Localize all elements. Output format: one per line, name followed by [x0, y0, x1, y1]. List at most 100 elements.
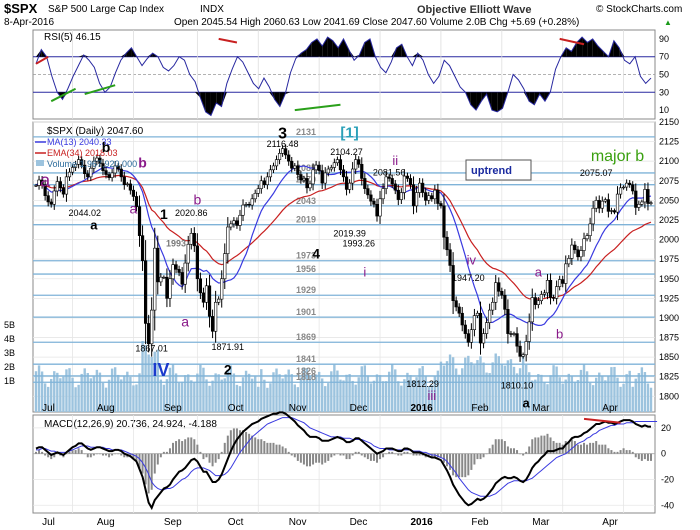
macd-histogram-bar — [412, 453, 415, 456]
macd-histogram-bar — [220, 451, 223, 454]
macd-histogram-bar — [254, 437, 257, 454]
overlay-title: Objective Elliott Wave — [417, 4, 532, 16]
volume-bar — [387, 371, 391, 412]
macd-histogram-bar — [467, 453, 470, 476]
macd-histogram-bar — [199, 451, 202, 454]
volume-bar — [473, 365, 476, 412]
macd-histogram-bar — [287, 451, 290, 454]
price-candle-body — [615, 193, 620, 213]
volume-bar — [232, 373, 236, 412]
price-candle-body — [518, 345, 522, 357]
macd-signal-line — [36, 417, 658, 497]
volume-bar — [83, 368, 86, 412]
volume-bar — [193, 381, 196, 412]
price-candle-body — [217, 298, 221, 303]
wave-label: a — [130, 201, 138, 217]
price-candle-body — [402, 175, 406, 193]
volume-bar — [229, 365, 233, 412]
price-candle-body — [186, 243, 190, 264]
macd-histogram-bar — [123, 453, 126, 458]
macd-histogram-bar — [555, 442, 558, 454]
volume-bar — [120, 379, 123, 412]
macd-histogram-bar — [506, 446, 509, 454]
price-candle-body — [244, 203, 248, 206]
volume-bar — [573, 381, 577, 412]
volume-bar — [330, 371, 333, 412]
rsi-overbought-fill — [391, 47, 397, 57]
price-tick-label: 1950 — [659, 274, 679, 284]
price-candle-body — [576, 249, 580, 258]
level-label: 1973 — [296, 251, 316, 261]
price-candle-body — [204, 285, 209, 303]
price-candle-body — [509, 333, 513, 335]
rsi-divergence-line — [50, 87, 77, 103]
price-candle-body — [226, 226, 230, 254]
volume-bar — [339, 379, 342, 412]
price-tick-label: 1825 — [659, 372, 679, 382]
volume-bar — [317, 371, 321, 412]
price-candle-body — [457, 306, 461, 314]
volume-tick-label: 5B — [4, 320, 15, 330]
wave-label: 3 — [278, 125, 287, 142]
level-label: 2019 — [296, 215, 316, 225]
volume-bar — [351, 380, 354, 412]
macd-histogram-bar — [382, 453, 385, 458]
macd-histogram-bar — [354, 451, 357, 454]
price-candle-body — [405, 175, 410, 179]
macd-histogram-bar — [172, 442, 175, 454]
volume-bar — [534, 379, 537, 412]
level-label: 2043 — [296, 196, 316, 206]
price-candle-body — [609, 210, 614, 212]
price-candle-body — [220, 278, 224, 300]
rsi-oversold-fill — [476, 92, 482, 111]
price-candle-body — [579, 250, 583, 258]
macd-histogram-bar — [363, 453, 366, 458]
macd-histogram-bar — [114, 453, 117, 455]
macd-histogram-bar — [497, 439, 500, 454]
volume-bar — [241, 377, 245, 412]
price-candle-body — [634, 190, 638, 208]
macd-histogram-bar — [190, 437, 193, 454]
price-candle-body — [171, 264, 175, 280]
price-candle-body — [277, 153, 282, 160]
price-candle-body — [646, 189, 650, 204]
trend-box-label: uptrend — [471, 165, 512, 177]
volume-bar — [397, 381, 400, 412]
price-candle-body — [55, 181, 59, 192]
macd-histogram-bar — [95, 453, 98, 455]
macd-histogram-bar — [634, 453, 637, 458]
price-candle-body — [284, 148, 288, 156]
volume-bar — [418, 368, 421, 412]
volume-bar — [257, 386, 260, 412]
price-candle-body — [293, 165, 297, 169]
legend-ema: EMA(34) 2018.03 — [47, 148, 118, 158]
volume-tick-label: 2B — [4, 362, 15, 372]
volume-bar — [226, 369, 230, 412]
rsi-overbought-fill — [311, 38, 317, 57]
rsi-overbought-fill — [316, 38, 323, 57]
macd-histogram-bar — [366, 453, 369, 460]
macd-histogram-bar — [168, 448, 171, 454]
macd-histogram-bar — [379, 453, 382, 460]
wave-label: 1947.20 — [452, 273, 485, 283]
volume-bar — [327, 383, 330, 412]
volume-bar — [406, 372, 409, 412]
macd-histogram-bar — [397, 453, 400, 456]
macd-tick-label: 0 — [661, 449, 666, 459]
volume-bar — [506, 360, 510, 412]
wave-label: 2075.07 — [580, 168, 613, 178]
price-candle-body — [159, 276, 163, 283]
macd-histogram-bar — [65, 453, 68, 455]
volume-bar — [205, 379, 208, 412]
volume-bar — [598, 372, 601, 412]
price-month-label: Sep — [164, 403, 182, 414]
macd-histogram-bar — [89, 453, 92, 458]
wave-label: a — [40, 170, 51, 190]
volume-bar — [293, 384, 296, 412]
price-candle-body — [643, 189, 647, 203]
rsi-oversold-fill — [216, 92, 222, 107]
volume-bar — [555, 366, 558, 412]
legend-volume: Volume 1,967,920,000 — [47, 159, 137, 169]
price-candle-body — [399, 192, 403, 200]
price-candle-body — [281, 148, 285, 154]
